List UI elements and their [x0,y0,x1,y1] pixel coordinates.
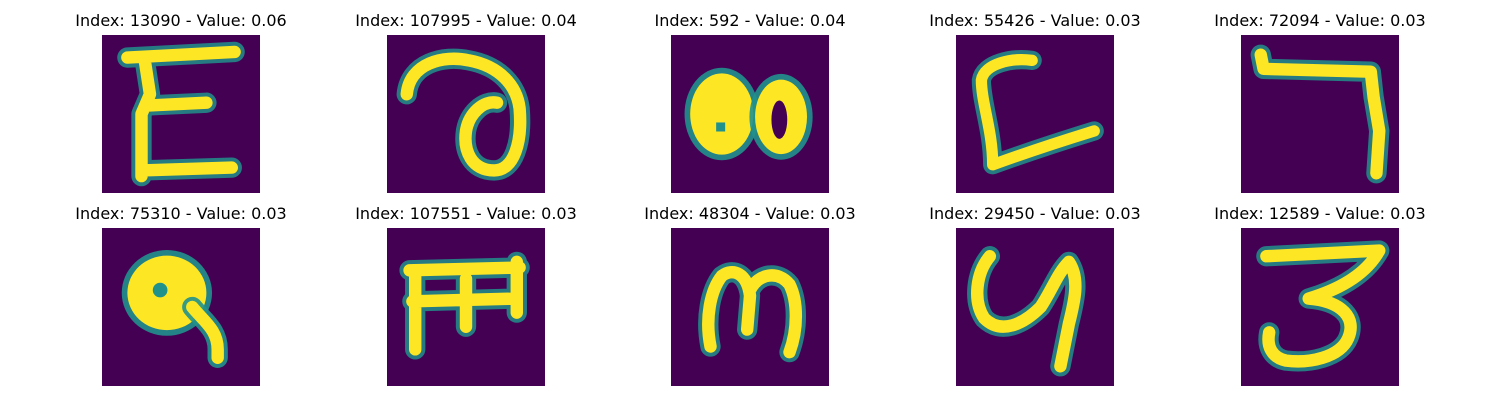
character-image [102,228,260,386]
glyph-script-m [698,262,806,363]
glyph-double-blob [684,67,813,161]
character-image [671,228,829,386]
glyph-hook-seven [1250,44,1390,184]
panel-title: Index: 107995 - Value: 0.04 [355,11,577,30]
character-image [387,228,545,386]
panel-title: Index: 48304 - Value: 0.03 [644,204,856,223]
glyph-loop-a [396,48,531,181]
character-image [387,35,545,193]
panel-title: Index: 592 - Value: 0.04 [654,11,846,30]
panel-title: Index: 13090 - Value: 0.06 [75,11,287,30]
character-image [102,35,260,193]
panel-title: Index: 75310 - Value: 0.03 [75,204,287,223]
glyph-three-like [1256,240,1390,372]
panel-title: Index: 29450 - Value: 0.03 [929,204,1141,223]
glyph-e-like [117,41,245,187]
panel-title: Index: 12589 - Value: 0.03 [1214,204,1426,223]
glyph-l-curve [971,50,1104,175]
panel-title: Index: 107551 - Value: 0.03 [355,204,577,223]
glyph-comb-m [399,251,530,360]
glyph-y-like [967,246,1086,377]
character-image [956,228,1114,386]
panel-title: Index: 72094 - Value: 0.03 [1214,11,1426,30]
panel-title: Index: 55426 - Value: 0.03 [929,11,1141,30]
character-image [1241,35,1399,193]
character-image [671,35,829,193]
glyph-blob-tail [121,250,228,368]
character-image [956,35,1114,193]
character-image [1241,228,1399,386]
